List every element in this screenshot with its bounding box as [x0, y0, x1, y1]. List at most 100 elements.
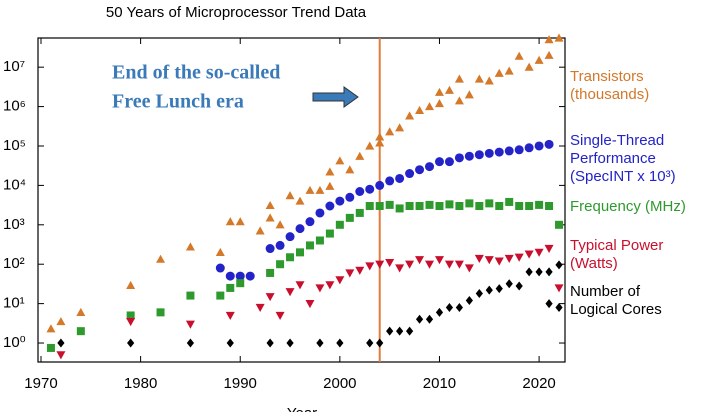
point — [415, 314, 424, 324]
point — [405, 202, 414, 211]
point — [405, 169, 415, 179]
point — [335, 276, 345, 285]
point — [484, 148, 494, 158]
point — [474, 74, 484, 83]
annotation-arrow — [312, 86, 359, 108]
point — [345, 165, 355, 174]
point — [216, 291, 225, 300]
point — [435, 307, 444, 317]
annotation: Free Lunch era — [112, 91, 244, 113]
point — [505, 279, 513, 289]
point — [56, 317, 66, 326]
point — [296, 248, 305, 257]
point — [366, 338, 374, 348]
point — [425, 314, 434, 324]
point — [226, 283, 235, 292]
point — [386, 326, 394, 336]
point — [465, 199, 474, 208]
point — [485, 199, 494, 208]
point — [325, 281, 335, 290]
point — [534, 141, 544, 151]
point — [276, 260, 285, 269]
point — [126, 280, 136, 289]
plot-frame — [37, 37, 566, 363]
point — [464, 90, 474, 99]
point — [305, 241, 314, 250]
point — [305, 300, 315, 309]
point — [454, 74, 464, 83]
point — [524, 143, 534, 153]
point — [534, 55, 544, 64]
point — [405, 260, 415, 269]
point — [275, 311, 285, 320]
point — [515, 281, 523, 291]
point — [325, 181, 335, 190]
point — [495, 202, 504, 211]
point — [405, 111, 415, 120]
point — [395, 173, 405, 183]
point — [295, 224, 305, 234]
point — [265, 213, 275, 222]
point — [265, 244, 275, 254]
point — [325, 167, 335, 176]
point — [345, 192, 355, 202]
point — [425, 200, 434, 209]
point — [454, 260, 464, 269]
point — [454, 96, 464, 105]
point — [544, 50, 554, 59]
point — [325, 229, 334, 238]
point — [236, 279, 245, 288]
point — [534, 248, 544, 257]
point — [485, 285, 493, 295]
annotation: End of the so-called — [112, 62, 280, 84]
point — [455, 302, 464, 312]
point — [46, 324, 56, 333]
point — [336, 338, 344, 348]
x-tick-label: 2020 — [522, 375, 555, 392]
y-tick-label: 10⁰ — [3, 334, 26, 351]
point — [464, 264, 474, 273]
point — [225, 271, 235, 281]
point — [514, 51, 524, 60]
y-tick-label: 10³ — [3, 216, 25, 233]
point — [126, 311, 135, 320]
point — [524, 62, 534, 71]
chart-title: 50 Years of Microprocessor Trend Data — [106, 4, 367, 21]
point — [56, 351, 66, 360]
point — [76, 307, 86, 316]
point — [395, 204, 404, 213]
legend-label: Number of Logical Cores — [570, 283, 662, 318]
point — [555, 260, 563, 270]
point — [454, 153, 464, 163]
x-tick-label: 2000 — [323, 375, 356, 392]
point — [375, 202, 384, 211]
point — [535, 267, 543, 277]
y-tick-label: 10⁷ — [3, 58, 25, 75]
point — [275, 220, 285, 229]
point — [544, 244, 554, 254]
x-tick-label: 1980 — [124, 375, 157, 392]
point — [415, 202, 424, 211]
point — [514, 253, 524, 262]
point — [494, 147, 504, 157]
point — [185, 320, 195, 329]
y-tick-label: 10⁵ — [3, 137, 26, 154]
point — [444, 85, 454, 94]
point — [455, 202, 464, 211]
point — [435, 202, 444, 211]
point — [185, 242, 195, 251]
point — [405, 326, 414, 336]
point — [186, 291, 195, 300]
point — [444, 157, 454, 167]
point — [395, 123, 405, 132]
point — [385, 258, 395, 268]
point — [444, 260, 454, 269]
point — [494, 257, 504, 266]
point — [365, 141, 375, 150]
point — [515, 202, 524, 211]
point — [495, 284, 503, 294]
point — [255, 226, 265, 235]
point — [434, 98, 444, 108]
point — [286, 338, 294, 348]
point — [395, 264, 405, 273]
